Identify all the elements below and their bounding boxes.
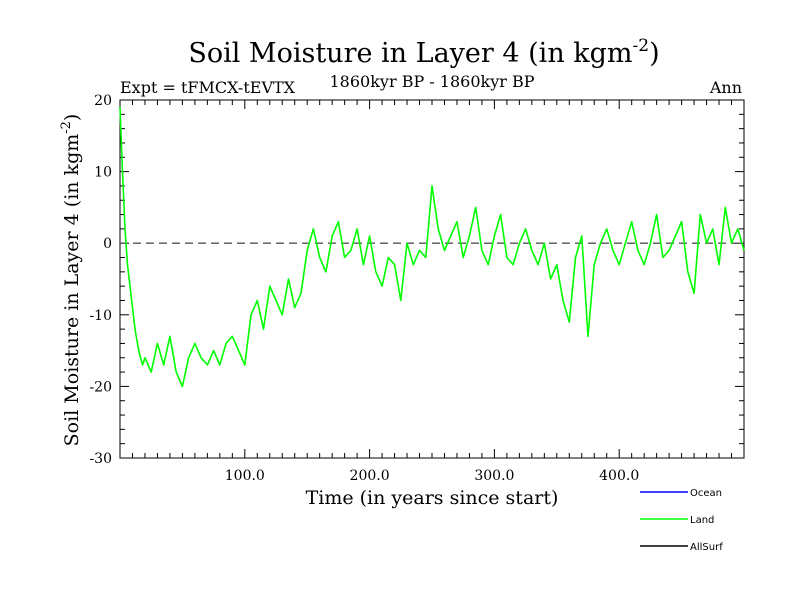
period-label: 1860kyr BP - 1860kyr BP <box>330 72 535 91</box>
experiment-label: Expt = tFMCX-tEVTX <box>120 78 296 97</box>
season-label: Ann <box>709 78 742 97</box>
series-line-land <box>119 107 745 388</box>
y-axis-label: Soil Moisture in Layer 4 (in kgm-2) <box>59 114 83 447</box>
x-tick-label: 100.0 <box>225 468 265 484</box>
legend-label-land: Land <box>690 515 714 526</box>
y-axis-label-close: ) <box>61 114 83 121</box>
axis-tick-labels: -30 -20 -10 0 10 20 100.0 200.0 300.0 400.0 <box>89 93 639 484</box>
chart-title-main: Soil Moisture in Layer 4 (in kgm <box>188 38 632 69</box>
chart-title-sup: -2 <box>633 36 650 56</box>
y-axis-label-sup: -2 <box>59 121 74 134</box>
legend-label-allsurf: AllSurf <box>690 542 723 553</box>
y-axis-label-main: Soil Moisture in Layer 4 (in kgm <box>61 134 83 447</box>
legend-label-ocean: Ocean <box>690 488 722 499</box>
y-tick-label: 20 <box>94 93 112 109</box>
x-tick-label: 300.0 <box>474 468 514 484</box>
y-tick-label: -20 <box>89 379 112 395</box>
y-tick-label: -10 <box>89 308 112 324</box>
y-tick-label: -30 <box>89 451 112 467</box>
y-tick-label: 10 <box>94 165 112 181</box>
chart-title-close: ) <box>649 38 660 69</box>
plot-frame <box>119 99 745 459</box>
axis-ticks <box>120 99 744 459</box>
x-tick-label: 200.0 <box>350 468 390 484</box>
chart-title: Soil Moisture in Layer 4 (in kgm-2) <box>188 36 659 69</box>
y-tick-label: 0 <box>103 236 112 252</box>
x-tick-label: 400.0 <box>599 468 639 484</box>
legend: Ocean Land AllSurf <box>640 488 723 553</box>
series-group <box>119 107 745 388</box>
x-axis-label: Time (in years since start) <box>306 487 559 509</box>
